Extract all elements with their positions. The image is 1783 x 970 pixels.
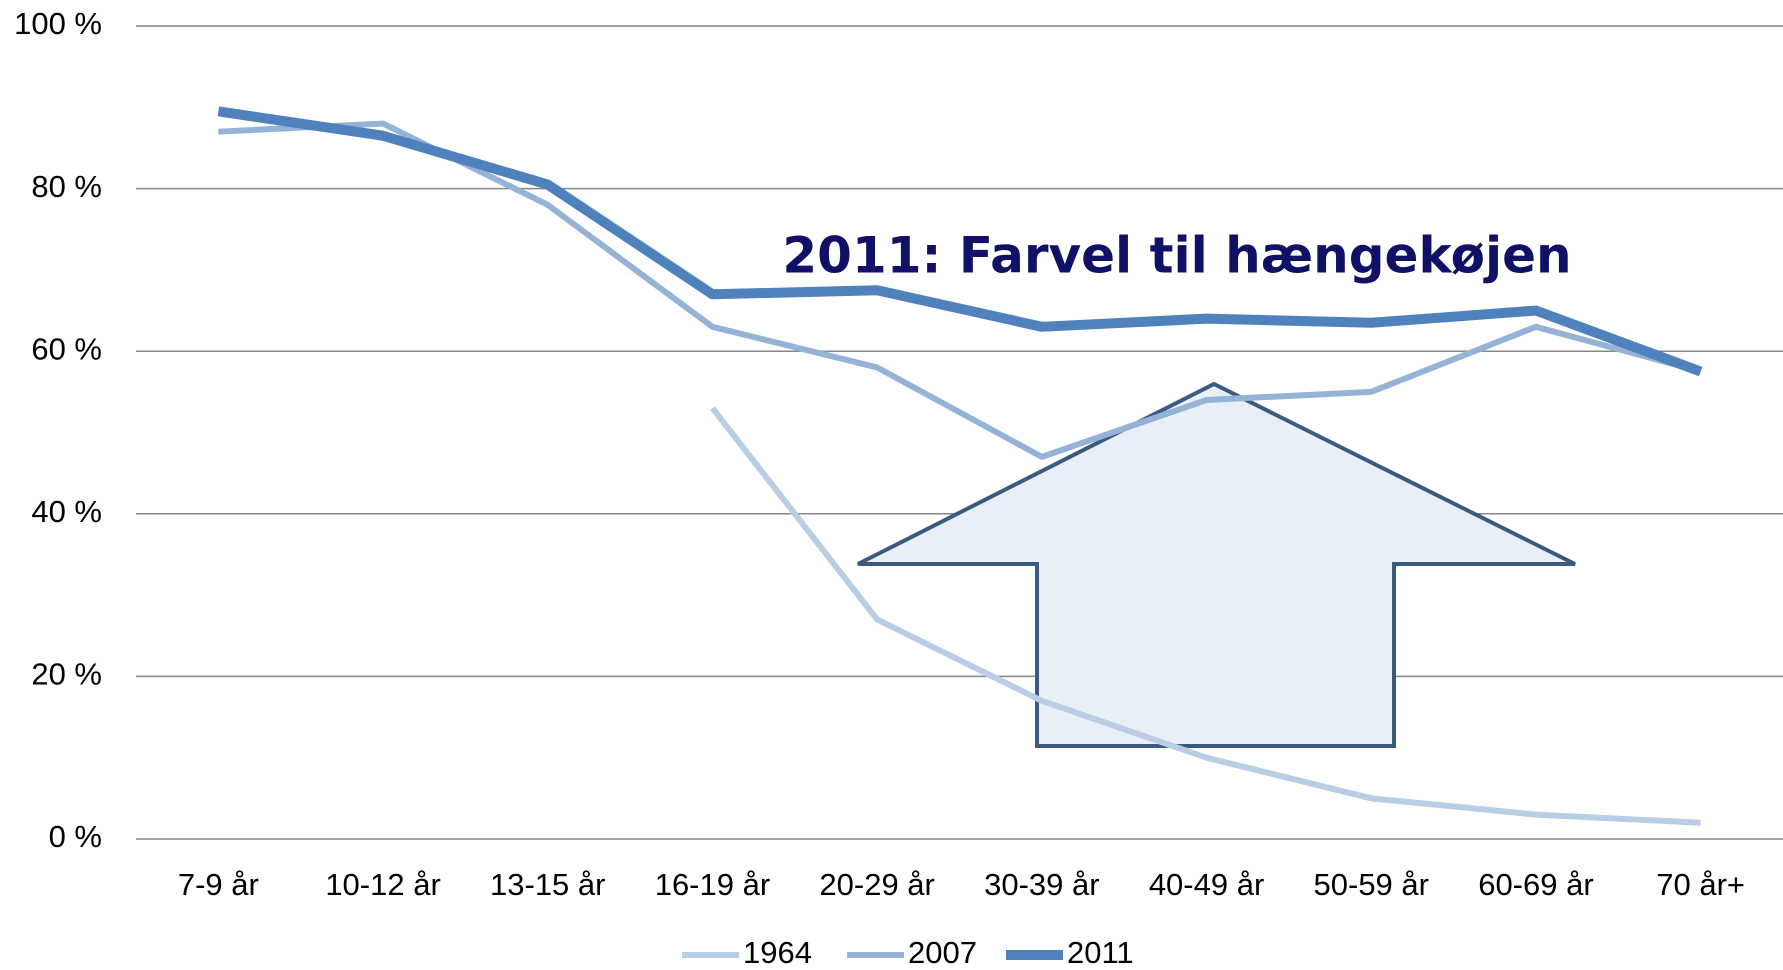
series-line [217, 106, 1703, 377]
y-tick-label: 0 % [49, 819, 102, 854]
x-tick-label: 60-69 år [1478, 867, 1593, 902]
series-line [710, 406, 1701, 826]
x-tick-label: 40-49 år [1149, 867, 1264, 902]
legend-label: 1964 [743, 935, 812, 970]
x-tick-label: 16-19 år [655, 867, 770, 902]
y-tick-label: 60 % [31, 331, 102, 366]
y-tick-label: 20 % [31, 657, 102, 692]
x-tick-label: 7-9 år [178, 867, 259, 902]
x-tick-label: 10-12 år [325, 867, 440, 902]
x-tick-label: 50-59 år [1314, 867, 1429, 902]
legend-label: 2011 [1067, 935, 1134, 970]
y-tick-label: 100 % [14, 6, 102, 41]
x-tick-label: 70 år+ [1656, 867, 1745, 902]
y-tick-label: 80 % [31, 169, 102, 204]
legend-label: 2007 [908, 935, 977, 970]
arrow [857, 381, 1576, 748]
annotation: 2011: Farvel til hængekøjen [782, 227, 1571, 285]
x-tick-label: 20-29 år [819, 867, 934, 902]
x-tick-label: 13-15 år [490, 867, 605, 902]
x-tick-label: 30-39 år [984, 867, 1099, 902]
series-line [218, 120, 1702, 460]
y-tick-label: 40 % [31, 494, 102, 529]
